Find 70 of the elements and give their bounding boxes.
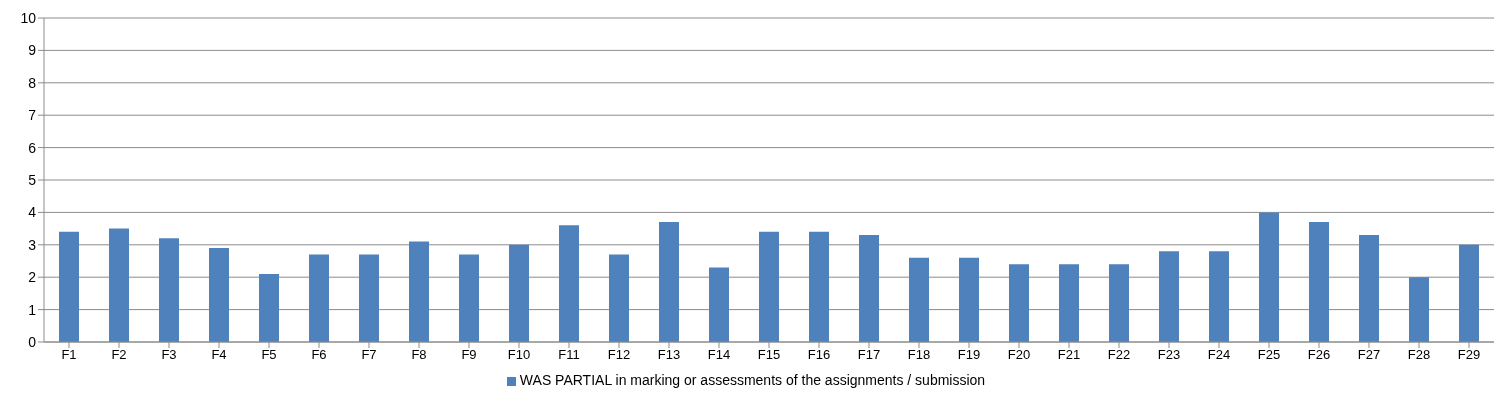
bar — [909, 257, 929, 342]
x-tick-label: F29 — [1457, 347, 1481, 363]
y-tick-label: 6 — [28, 139, 37, 156]
bar — [159, 238, 179, 342]
bar — [1109, 264, 1129, 342]
bar — [359, 254, 379, 342]
x-tick-label: F24 — [1207, 347, 1231, 363]
bar — [659, 222, 679, 342]
legend-label: WAS PARTIAL in marking or assessments of the assignments / submission — [519, 372, 986, 388]
x-tick-label: F28 — [1407, 347, 1431, 363]
x-tick-label: F19 — [957, 347, 981, 363]
x-tick-label: F5 — [261, 347, 277, 363]
x-tick-label: F15 — [757, 347, 781, 363]
y-tick-label: 1 — [28, 301, 37, 318]
x-tick-label: F13 — [657, 347, 681, 363]
x-tick-label: F10 — [507, 347, 531, 363]
bar — [409, 241, 429, 342]
y-tick-label: 5 — [28, 171, 37, 188]
bar — [1359, 235, 1379, 342]
bar — [1409, 277, 1429, 342]
x-tick-label: F2 — [111, 347, 127, 363]
x-tick-label: F20 — [1007, 347, 1031, 363]
bar — [809, 231, 829, 342]
bar — [959, 257, 979, 342]
x-tick-label: F4 — [211, 347, 227, 363]
bar — [109, 228, 129, 342]
x-tick-label: F26 — [1307, 347, 1331, 363]
x-tick-label: F21 — [1057, 347, 1081, 363]
x-tick-label: F12 — [607, 347, 631, 363]
x-tick-label: F22 — [1107, 347, 1131, 363]
y-tick-label: 0 — [28, 333, 37, 350]
bar — [259, 273, 279, 342]
y-tick-label: 7 — [28, 107, 37, 124]
x-tick-label: F16 — [807, 347, 831, 363]
x-tick-label: F18 — [907, 347, 931, 363]
bar — [459, 254, 479, 342]
x-tick-label: F6 — [311, 347, 327, 363]
y-tick-label: 10 — [20, 9, 37, 26]
bar — [1459, 244, 1479, 342]
bar — [1009, 264, 1029, 342]
x-tick-label: F1 — [61, 347, 77, 363]
x-tick-label: F25 — [1257, 347, 1281, 363]
bar — [1309, 222, 1329, 342]
bar — [609, 254, 629, 342]
bar — [1259, 212, 1279, 342]
x-tick-label: F27 — [1357, 347, 1381, 363]
bar — [509, 244, 529, 342]
bar — [59, 231, 79, 342]
y-tick-label: 3 — [28, 236, 37, 253]
x-tick-label: F9 — [461, 347, 477, 363]
bar — [309, 254, 329, 342]
bar — [1159, 251, 1179, 342]
y-tick-label: 9 — [28, 42, 37, 59]
y-tick-label: 8 — [28, 74, 37, 91]
bar — [859, 235, 879, 342]
x-tick-label: F23 — [1157, 347, 1181, 363]
bar — [559, 225, 579, 342]
y-tick-label: 4 — [28, 204, 37, 221]
x-tick-label: F17 — [857, 347, 881, 363]
bar — [709, 267, 729, 342]
x-tick-label: F11 — [558, 347, 580, 363]
bar — [759, 231, 779, 342]
x-tick-label: F7 — [361, 347, 377, 363]
bar — [209, 248, 229, 342]
bar — [1209, 251, 1229, 342]
y-tick-label: 2 — [28, 269, 37, 286]
x-tick-label: F3 — [161, 347, 177, 363]
x-tick-label: F14 — [707, 347, 731, 363]
bar — [1059, 264, 1079, 342]
x-tick-label: F8 — [411, 347, 427, 363]
